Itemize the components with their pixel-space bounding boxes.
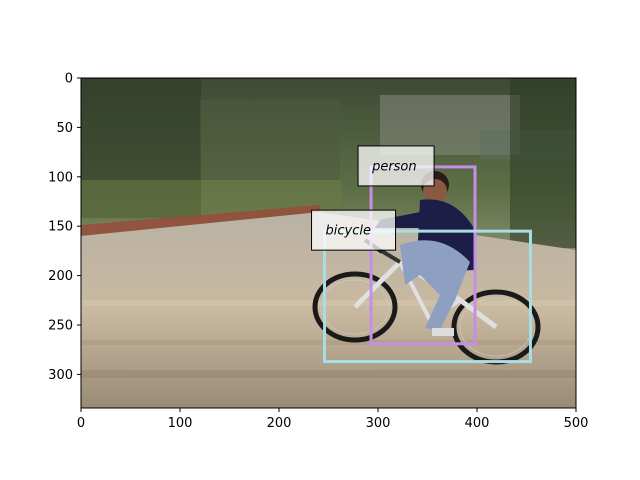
x-tick-label: 500 bbox=[564, 416, 589, 431]
x-tick-label: 0 bbox=[77, 416, 85, 431]
y-tick-label: 250 bbox=[48, 319, 73, 334]
x-tick-label: 300 bbox=[366, 416, 391, 431]
x-tick-label: 100 bbox=[168, 416, 193, 431]
y-tick-label: 0 bbox=[65, 72, 73, 87]
bicycle-label-box bbox=[311, 209, 397, 251]
x-axis: 0 100 200 300 400 500 bbox=[77, 408, 589, 431]
y-tick-label: 100 bbox=[48, 170, 73, 185]
person-label: person bbox=[371, 159, 417, 174]
y-tick-label: 50 bbox=[56, 121, 73, 136]
plot-frame bbox=[80, 77, 577, 409]
bicycle-bounding-box bbox=[323, 229, 532, 364]
person-label-box bbox=[357, 145, 435, 187]
y-tick-label: 200 bbox=[48, 269, 73, 284]
y-tick-label: 150 bbox=[48, 220, 73, 235]
y-tick-label: 300 bbox=[48, 368, 73, 383]
photo-image bbox=[81, 78, 576, 408]
x-tick-label: 200 bbox=[267, 416, 292, 431]
x-tick-label: 400 bbox=[465, 416, 490, 431]
y-axis: 0 50 100 150 200 250 300 bbox=[48, 72, 81, 383]
bicycle-label: bicycle bbox=[326, 224, 371, 239]
detection-boxes: person bicycle bbox=[311, 145, 532, 364]
